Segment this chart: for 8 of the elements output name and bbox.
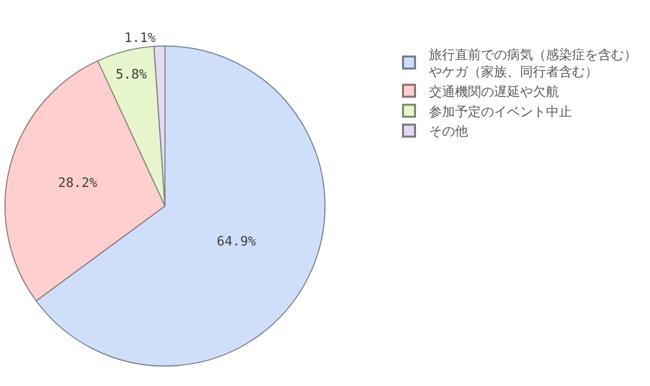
data-label: 1.1% — [124, 31, 156, 46]
data-label: 5.8% — [116, 67, 148, 82]
legend-label: 旅行直前での病気（感染症を含む）やケガ（家族、同行者含む） — [429, 48, 637, 80]
data-label: 28.2% — [58, 176, 98, 192]
legend-label: 参加予定のイベント中止 — [429, 104, 572, 120]
legend-label: 交通機関の遅延や欠航 — [429, 84, 559, 100]
data-label: 64.9% — [216, 234, 256, 250]
legend-label: その他 — [429, 124, 468, 140]
